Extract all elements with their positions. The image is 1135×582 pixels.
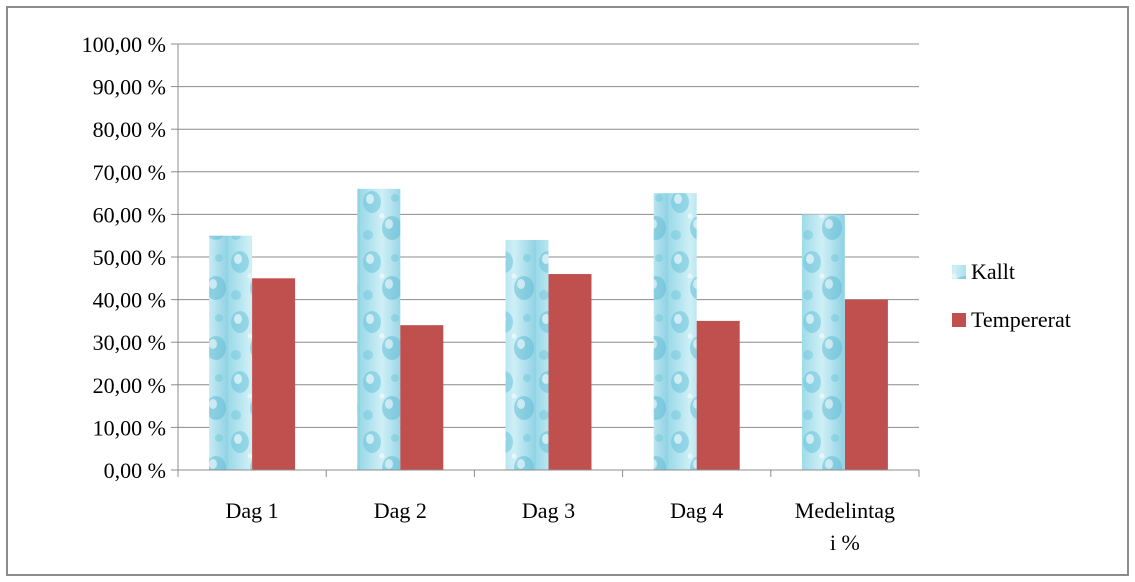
y-tick-label: 100,00 % — [82, 32, 166, 57]
y-tick-label: 60,00 % — [93, 202, 166, 227]
legend: Kallt Tempererat — [952, 259, 1071, 332]
bar-kallt — [505, 239, 549, 470]
y-tick-label: 80,00 % — [93, 117, 166, 142]
y-tick-label: 0,00 % — [104, 458, 166, 483]
y-axis-tick-labels: 0,00 % 10,00 % 20,00 % 30,00 % 40,00 % 50,00 … — [82, 32, 166, 483]
legend-label: Kallt — [971, 259, 1015, 284]
x-tick-label: Dag 2 — [374, 498, 427, 523]
x-tick-label: Dag 3 — [522, 498, 575, 523]
y-tick-label: 20,00 % — [93, 373, 166, 398]
bar-kallt — [801, 214, 845, 470]
y-tick-label: 70,00 % — [93, 160, 166, 185]
bar-kallt — [653, 193, 697, 470]
legend-label: Tempererat — [971, 307, 1071, 332]
legend-swatch — [952, 265, 966, 279]
bar-tempererat — [696, 320, 740, 470]
legend-swatch — [952, 313, 966, 327]
bar-tempererat — [400, 325, 444, 470]
chart-frame: 0,00 % 10,00 % 20,00 % 30,00 % 40,00 % 50,00 … — [6, 6, 1129, 576]
bar-kallt — [209, 235, 253, 470]
bar-tempererat — [844, 299, 888, 470]
axes — [177, 44, 920, 477]
bar-kallt — [357, 188, 401, 470]
x-axis-tick-labels: Dag 1 Dag 2 Dag 3 Dag 4 Medelintag i % — [226, 498, 895, 555]
bar-chart: 0,00 % 10,00 % 20,00 % 30,00 % 40,00 % 50,00 … — [82, 32, 1071, 555]
y-tick-label: 50,00 % — [93, 245, 166, 270]
bars — [209, 188, 888, 470]
bar-tempererat — [548, 274, 592, 470]
x-tick-label: Dag 1 — [226, 498, 279, 523]
y-tick-label: 10,00 % — [93, 415, 166, 440]
x-tick-label: Dag 4 — [670, 498, 723, 523]
y-tick-label: 30,00 % — [93, 330, 166, 355]
y-tick-label: 90,00 % — [93, 75, 166, 100]
x-tick-label: Medelintag i % — [795, 498, 895, 555]
bar-tempererat — [252, 278, 296, 470]
y-tick-label: 40,00 % — [93, 288, 166, 313]
